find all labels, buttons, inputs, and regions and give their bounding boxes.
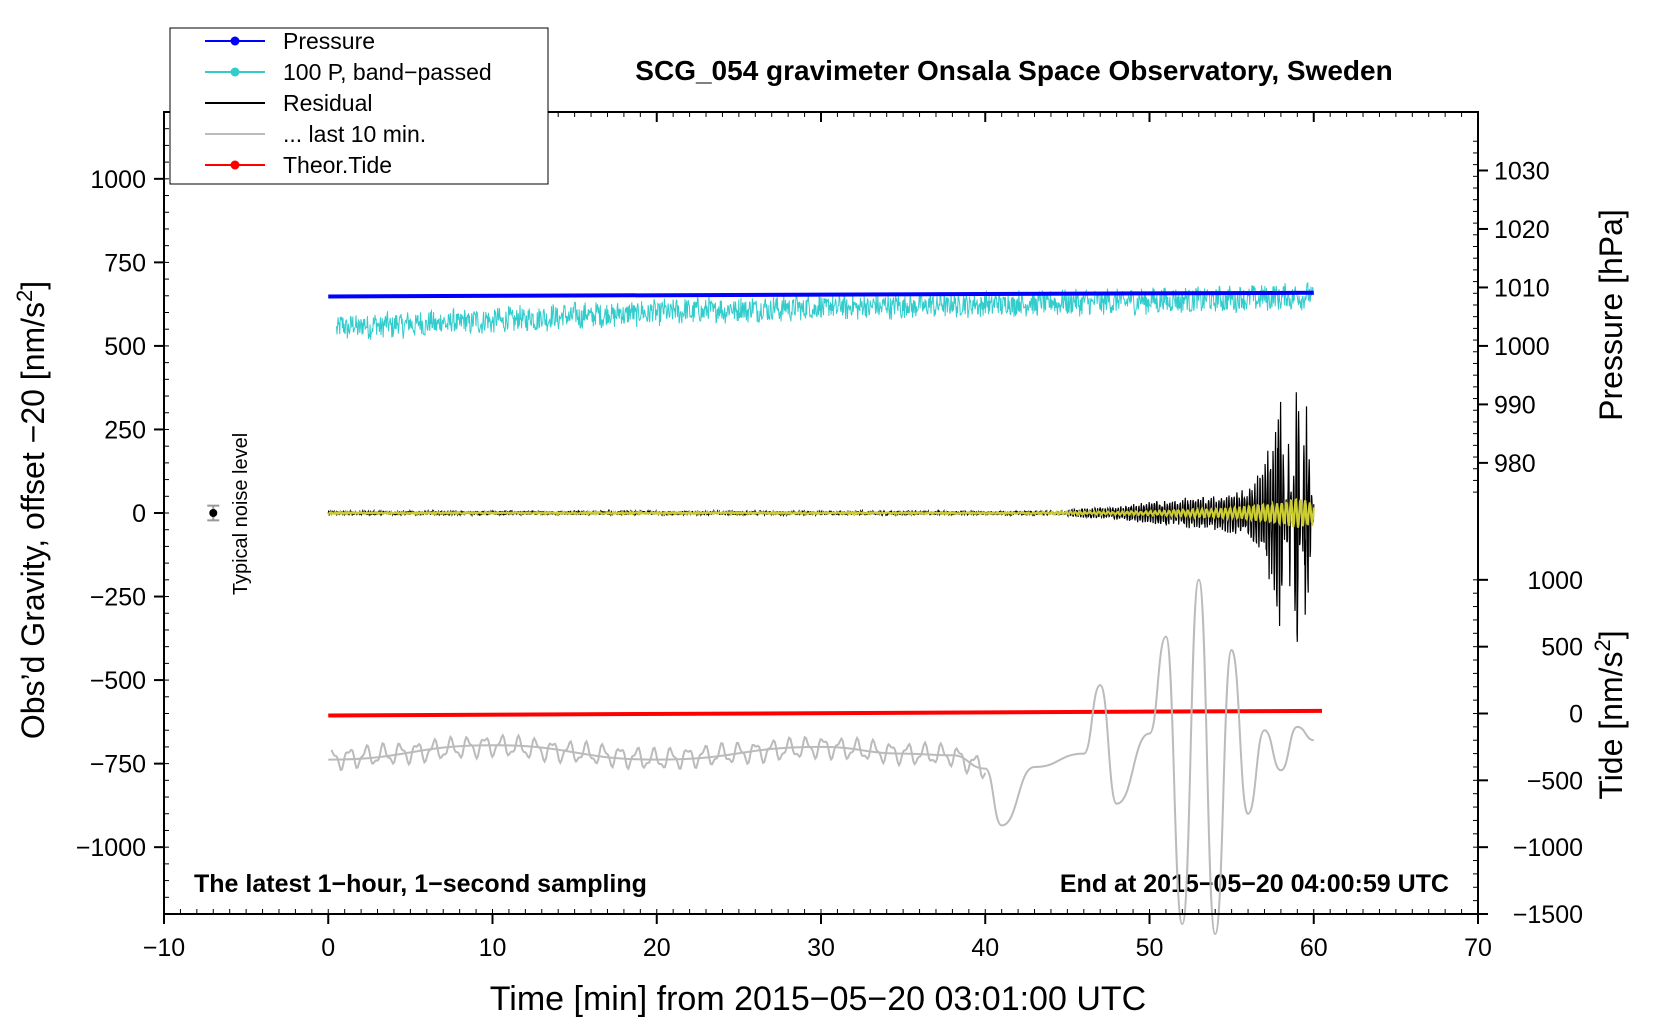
series-tide-line <box>328 708 1322 718</box>
tide-tick-label: 1000 <box>1527 567 1583 595</box>
tide-tick-label: −1500 <box>1513 901 1583 929</box>
y-axis-label-left: Obs’d Gravity, offset −20 [nm/s2] <box>12 281 51 739</box>
y-tick-label: −1000 <box>76 834 146 862</box>
noise-label: Typical noise level <box>230 433 252 595</box>
legend-label: Residual <box>283 90 373 116</box>
y-tick-label: −500 <box>90 667 146 695</box>
x-tick-label: 50 <box>1136 934 1164 962</box>
y-tick-label: 1000 <box>90 166 146 194</box>
x-tick-label: 70 <box>1464 934 1492 962</box>
x-tick-label: 20 <box>643 934 671 962</box>
x-tick-label: 0 <box>321 934 335 962</box>
axes-layer: −10 0 10 20 30 40 50 60 7010007505002500−250−500… <box>76 111 1583 962</box>
footer-right: End at 2015−05−20 04:00:59 UTC <box>1060 870 1449 898</box>
tide-tick-label: 500 <box>1541 634 1583 662</box>
x-axis-label: Time [min] from 2015−05−20 03:01:00 UTC <box>490 980 1146 1018</box>
y-axis-label-left-main: Obs’d Gravity, offset −20 [nm/s <box>15 302 51 739</box>
legend-marker <box>230 160 240 170</box>
tide-axis-label: Tide [nm/s2] <box>1590 630 1629 799</box>
tide-axis-label-main: Tide [nm/s <box>1593 651 1629 799</box>
chart-title: SCG_054 gravimeter Onsala Space Observat… <box>635 55 1392 86</box>
pressure-tick-label: 1010 <box>1494 274 1550 302</box>
legend-box <box>169 27 549 185</box>
pressure-tick-label: 1020 <box>1494 216 1550 244</box>
y-tick-label: 750 <box>104 249 146 277</box>
series-last10min-line-tail <box>328 578 1314 936</box>
legend-label: Pressure <box>283 28 375 54</box>
pressure-tick-label: 1030 <box>1494 157 1550 185</box>
pressure-tick-label: 990 <box>1494 391 1536 419</box>
y-axis-label-left-end: ] <box>15 281 51 290</box>
tide-axis-label-sup: 2 <box>1590 639 1615 651</box>
legend-label: Theor.Tide <box>283 152 392 178</box>
pressure-axis-label: Pressure [hPa] <box>1593 209 1629 421</box>
legend-marker <box>230 67 240 77</box>
x-tick-label: 10 <box>479 934 507 962</box>
footer-left: The latest 1−hour, 1−second sampling <box>194 870 647 898</box>
tide-axis-label-end: ] <box>1593 630 1629 639</box>
y-tick-label: 0 <box>132 500 146 528</box>
legend: Pressure 100 P, band−passed Residual ... la… <box>169 27 549 185</box>
legend-label: ... last 10 min. <box>283 121 426 147</box>
tide-tick-label: 0 <box>1569 701 1583 729</box>
series-residual-line <box>327 392 1315 642</box>
x-tick-label: 40 <box>971 934 999 962</box>
tide-tick-label: −1000 <box>1513 834 1583 862</box>
legend-marker <box>230 36 240 46</box>
x-tick-label: 60 <box>1300 934 1328 962</box>
y-tick-label: −750 <box>90 751 146 779</box>
legend-label: 100 P, band−passed <box>283 59 492 85</box>
noise-bar-point <box>209 509 218 517</box>
y-axis-label-left-sup: 2 <box>12 290 37 302</box>
x-tick-label: −10 <box>143 934 185 962</box>
x-tick-label: 30 <box>807 934 835 962</box>
pressure-tick-label: 1000 <box>1494 333 1550 361</box>
series-residual-filtered-line <box>327 497 1315 528</box>
series-pressure-line <box>328 290 1314 299</box>
y-tick-label: 250 <box>104 416 146 444</box>
series-last10min-line <box>330 733 987 780</box>
series-layer <box>207 281 1322 936</box>
y-tick-label: 500 <box>104 333 146 361</box>
pressure-tick-label: 980 <box>1494 450 1536 478</box>
series-bandpassed-pressure-line <box>336 281 1315 340</box>
y-tick-label: −250 <box>90 584 146 612</box>
tide-tick-label: −500 <box>1527 767 1583 795</box>
